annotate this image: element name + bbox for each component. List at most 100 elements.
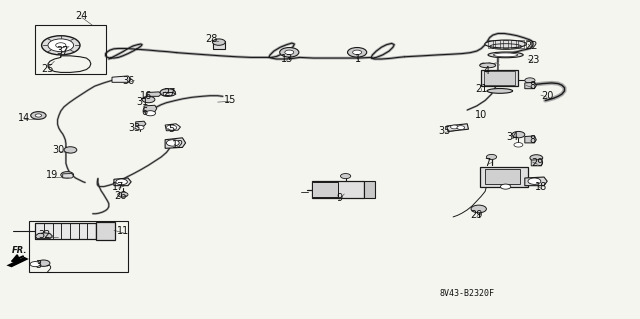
Circle shape: [37, 260, 50, 266]
Circle shape: [56, 43, 66, 48]
Text: 29: 29: [470, 210, 483, 220]
Circle shape: [135, 125, 144, 130]
Bar: [526, 40, 531, 48]
Text: 33: 33: [128, 122, 141, 133]
Bar: [35, 223, 96, 239]
Bar: [488, 40, 493, 48]
Text: 35: 35: [438, 126, 451, 136]
Polygon shape: [165, 124, 180, 131]
Text: 6: 6: [141, 107, 147, 117]
Circle shape: [166, 140, 179, 146]
Bar: [364, 181, 375, 198]
Bar: [35, 223, 44, 239]
Polygon shape: [35, 233, 52, 239]
Circle shape: [48, 39, 74, 52]
Circle shape: [280, 48, 299, 57]
Circle shape: [30, 262, 40, 267]
Bar: [495, 40, 500, 48]
Text: 22: 22: [525, 41, 538, 51]
Circle shape: [116, 179, 127, 185]
Text: 25: 25: [42, 63, 54, 74]
Text: 32: 32: [38, 230, 51, 241]
Polygon shape: [136, 121, 146, 126]
Circle shape: [212, 39, 225, 45]
Text: 7: 7: [484, 158, 491, 168]
Circle shape: [285, 50, 294, 55]
Text: 26: 26: [114, 191, 127, 201]
Text: 8: 8: [529, 135, 536, 145]
Bar: [29, 221, 128, 272]
Circle shape: [142, 96, 155, 103]
Bar: [485, 169, 520, 184]
Bar: [44, 223, 52, 239]
Text: 9: 9: [336, 193, 342, 203]
Bar: [518, 40, 524, 48]
Polygon shape: [165, 138, 186, 148]
Text: 23: 23: [527, 55, 540, 65]
Text: 18: 18: [534, 182, 547, 192]
Polygon shape: [6, 257, 29, 267]
Text: 13: 13: [280, 54, 293, 64]
Circle shape: [500, 184, 511, 189]
Polygon shape: [525, 136, 536, 143]
Circle shape: [457, 126, 465, 130]
Text: FR.: FR.: [12, 246, 27, 255]
Circle shape: [166, 125, 177, 130]
Text: 10: 10: [475, 110, 488, 120]
Circle shape: [64, 147, 77, 153]
Circle shape: [340, 174, 351, 179]
Bar: [52, 223, 61, 239]
Text: 12: 12: [172, 140, 184, 150]
Circle shape: [528, 178, 541, 184]
Bar: [503, 40, 508, 48]
Text: 3: 3: [35, 260, 42, 271]
Bar: [480, 167, 528, 187]
Bar: [511, 40, 516, 48]
Text: 11: 11: [117, 226, 130, 236]
Ellipse shape: [485, 40, 526, 48]
Circle shape: [348, 48, 367, 57]
Bar: [35, 25, 106, 74]
Text: 29: 29: [531, 158, 544, 168]
Text: 27: 27: [163, 87, 176, 98]
Circle shape: [145, 111, 156, 116]
Text: 2: 2: [45, 264, 51, 275]
Polygon shape: [114, 178, 131, 186]
Circle shape: [451, 125, 458, 129]
Bar: [96, 222, 115, 240]
Bar: [61, 223, 70, 239]
Text: 21: 21: [475, 84, 488, 94]
Circle shape: [42, 36, 80, 55]
Circle shape: [61, 172, 74, 178]
Circle shape: [471, 205, 486, 213]
Polygon shape: [163, 93, 176, 96]
Text: 1: 1: [355, 54, 362, 64]
Polygon shape: [147, 92, 161, 96]
Text: 16: 16: [140, 91, 152, 101]
Text: 30: 30: [52, 145, 65, 155]
Bar: [70, 223, 79, 239]
Bar: [79, 223, 87, 239]
Ellipse shape: [493, 53, 518, 57]
Text: 20: 20: [541, 91, 554, 101]
Polygon shape: [531, 160, 543, 166]
Text: 31: 31: [136, 97, 148, 107]
Text: 8: 8: [529, 81, 536, 91]
Text: 8V43-B2320F: 8V43-B2320F: [440, 289, 495, 298]
Circle shape: [525, 78, 535, 83]
Circle shape: [530, 155, 543, 161]
Polygon shape: [63, 174, 74, 178]
Circle shape: [160, 89, 175, 96]
Text: 36: 36: [122, 76, 134, 86]
Text: 19: 19: [46, 170, 59, 181]
Circle shape: [486, 154, 497, 160]
Circle shape: [35, 114, 42, 117]
Polygon shape: [525, 82, 536, 89]
Bar: [87, 223, 96, 239]
Text: 5: 5: [168, 124, 175, 134]
Ellipse shape: [488, 52, 524, 58]
Polygon shape: [112, 76, 131, 82]
Bar: [213, 41, 225, 49]
Text: 14: 14: [18, 113, 31, 123]
Circle shape: [118, 192, 128, 197]
